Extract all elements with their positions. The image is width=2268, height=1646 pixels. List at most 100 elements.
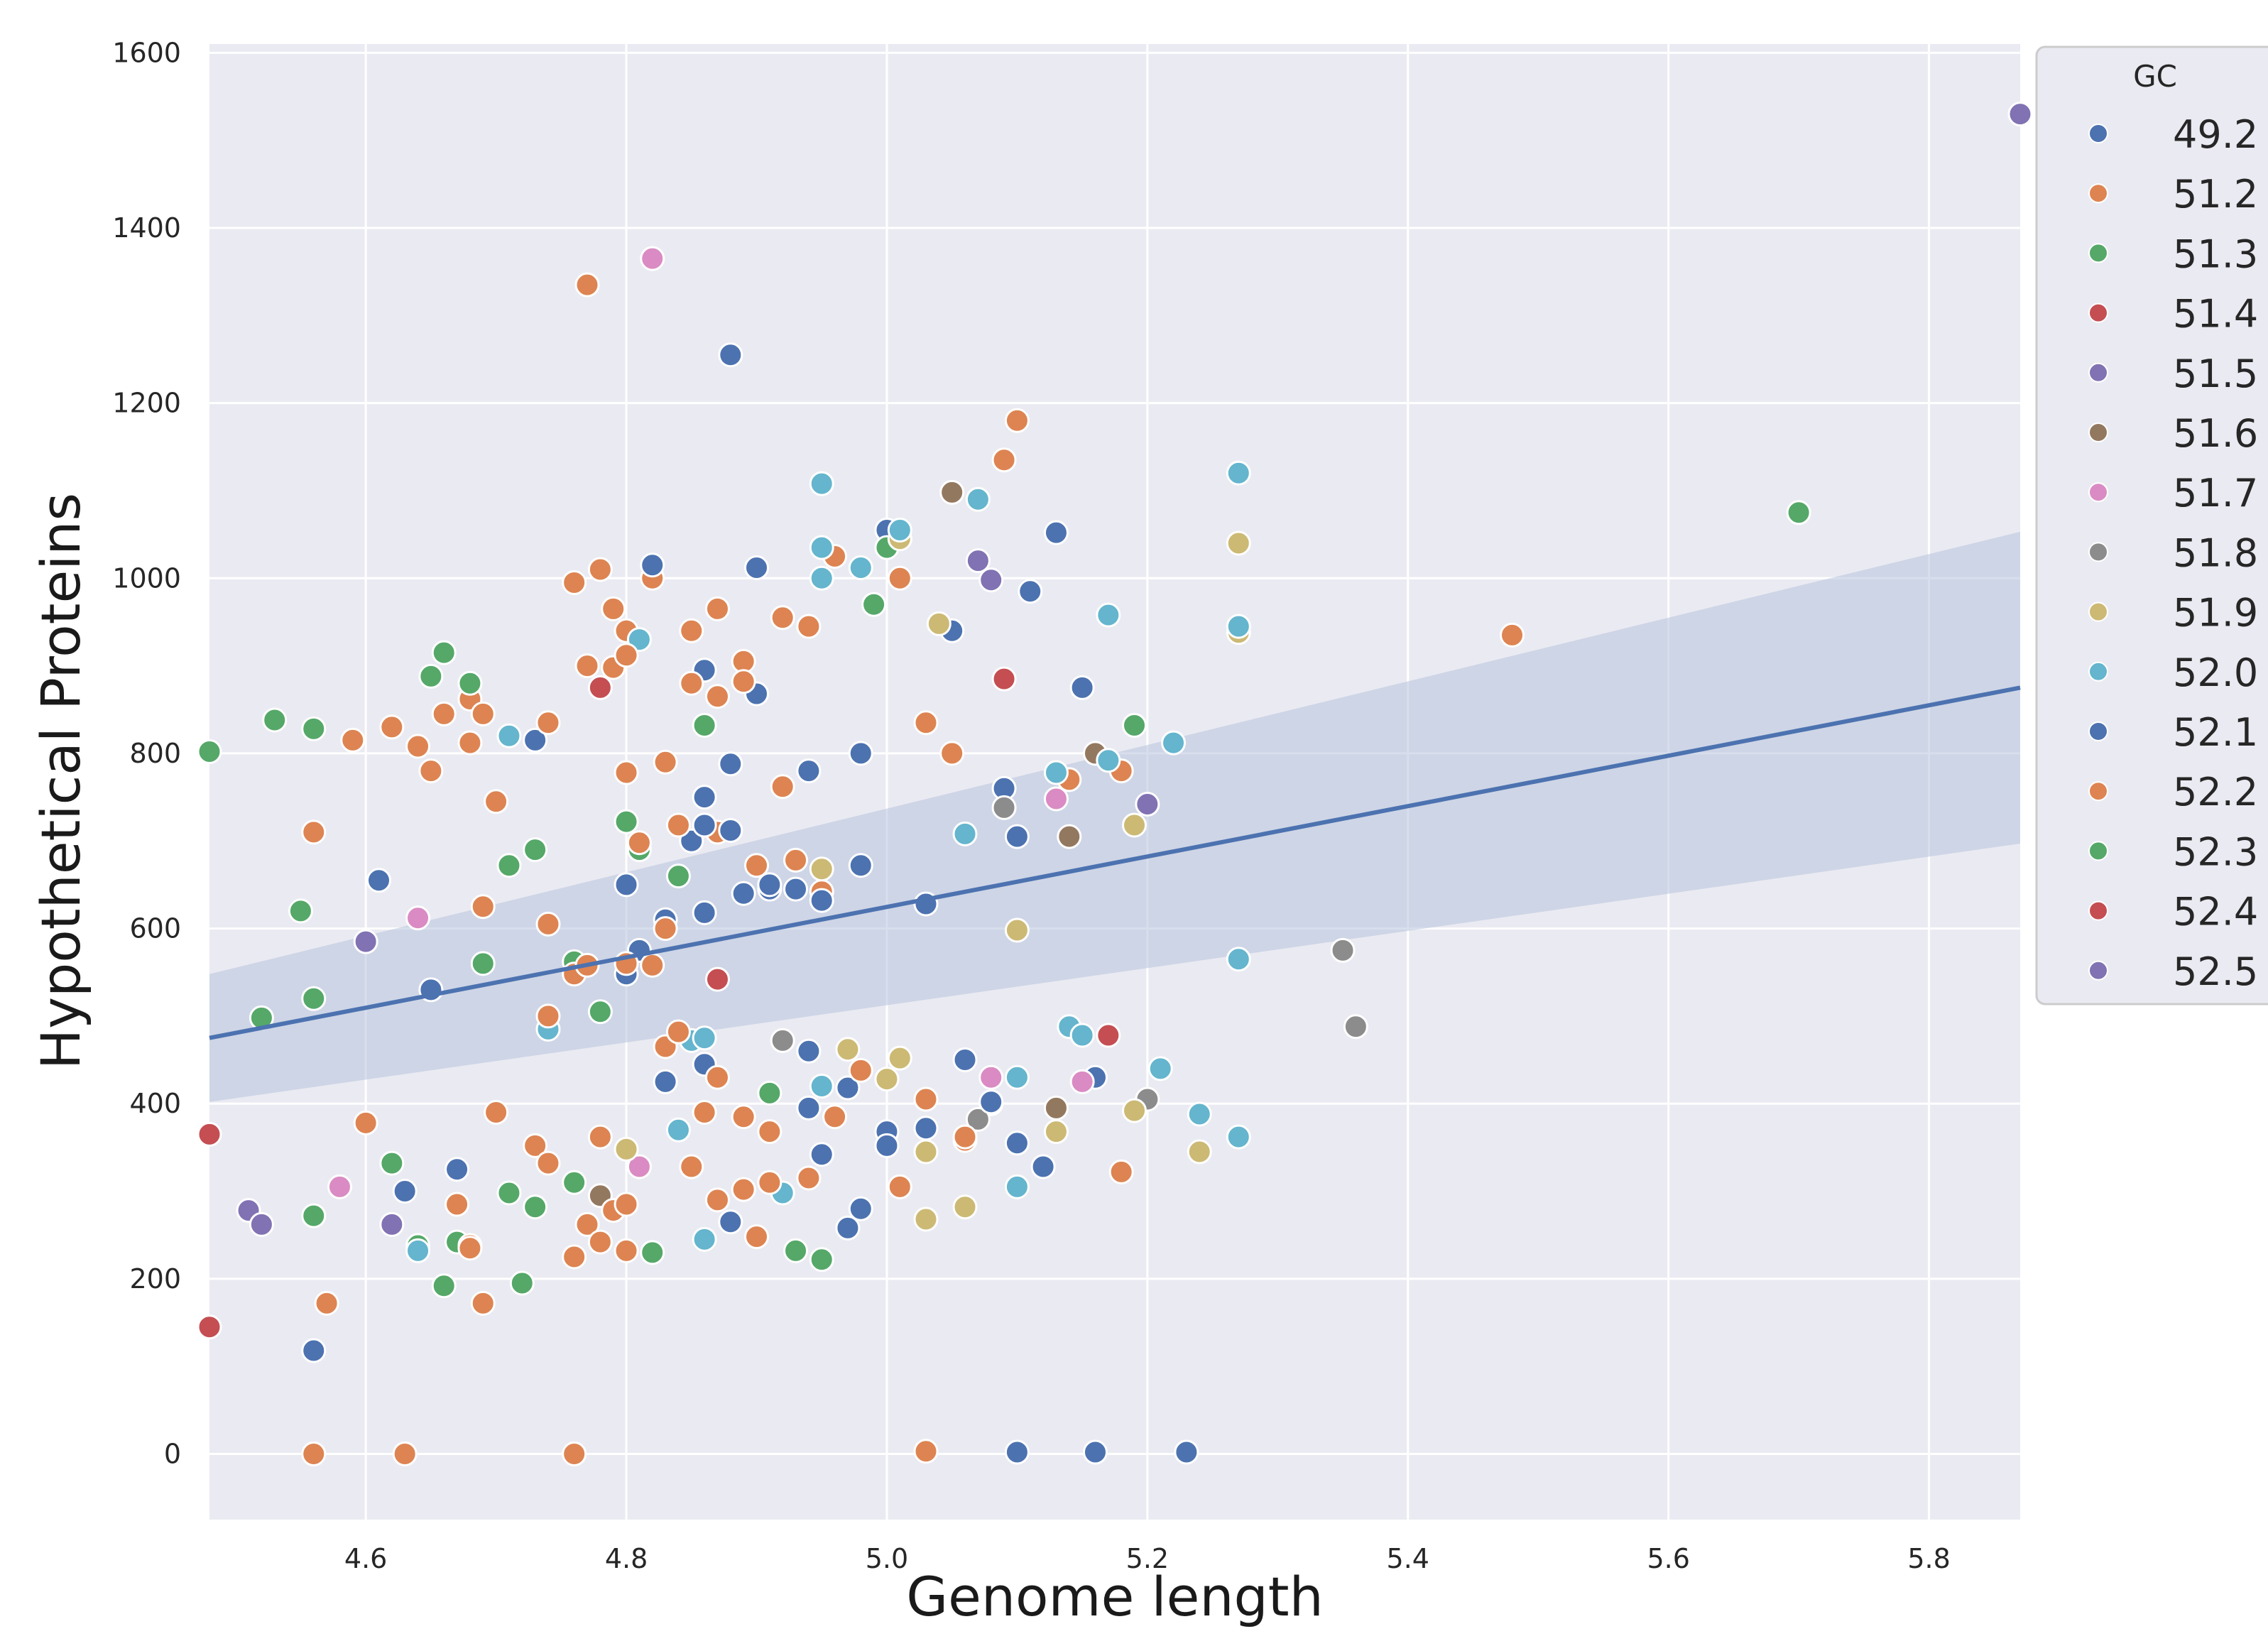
data-point xyxy=(587,675,613,700)
data-point xyxy=(965,548,991,574)
data-points xyxy=(197,102,2033,1467)
data-point xyxy=(1147,1056,1173,1081)
data-point xyxy=(587,557,613,582)
data-point xyxy=(665,863,691,889)
data-point xyxy=(1057,824,1082,849)
legend-label-52.4: 52.4 xyxy=(2173,890,2258,934)
data-point xyxy=(1108,1159,1134,1184)
data-point xyxy=(1122,812,1147,838)
data-point xyxy=(887,565,912,591)
data-point xyxy=(1043,520,1069,545)
series-51.8 xyxy=(770,795,1368,1132)
data-point xyxy=(1043,1119,1069,1145)
data-point xyxy=(353,1110,378,1135)
data-point xyxy=(770,774,795,800)
legend-label-51.8: 51.8 xyxy=(2173,530,2258,575)
data-point xyxy=(848,1057,873,1083)
data-point xyxy=(614,1136,639,1162)
regression-line xyxy=(209,685,2021,1040)
data-point xyxy=(1122,1098,1147,1123)
data-point xyxy=(783,847,809,873)
data-point xyxy=(704,596,730,621)
data-point xyxy=(496,853,522,878)
data-point xyxy=(1043,1095,1069,1121)
data-point xyxy=(704,1187,730,1213)
data-point xyxy=(1004,917,1030,943)
data-point xyxy=(665,1117,691,1143)
legend-label-52.0: 52.0 xyxy=(2173,650,2258,695)
data-point xyxy=(757,1119,783,1145)
legend-marker-51.2 xyxy=(2088,183,2108,204)
regression-line-path xyxy=(209,685,2021,1040)
data-point xyxy=(431,1273,457,1299)
data-point xyxy=(809,1142,834,1167)
legend-label-51.9: 51.9 xyxy=(2173,591,2258,636)
data-point xyxy=(887,1045,912,1071)
y-tick-label: 400 xyxy=(129,1088,181,1119)
data-point xyxy=(562,1441,587,1467)
data-point xyxy=(340,727,366,753)
legend-label-51.6: 51.6 xyxy=(2173,411,2258,456)
data-point xyxy=(783,876,809,902)
data-point xyxy=(874,1067,900,1092)
data-point xyxy=(679,618,704,643)
legend-label-51.2: 51.2 xyxy=(2173,172,2258,217)
data-point xyxy=(692,812,717,838)
data-point xyxy=(978,567,1004,593)
data-point xyxy=(1226,947,1251,972)
data-point xyxy=(1069,675,1095,700)
data-point xyxy=(379,714,405,740)
data-point xyxy=(718,342,743,368)
data-point xyxy=(692,785,717,810)
y-tick-label: 1200 xyxy=(112,388,181,419)
legend-marker-52.3 xyxy=(2088,841,2108,861)
data-point xyxy=(470,701,496,726)
data-point xyxy=(1226,530,1251,556)
data-point xyxy=(1096,748,1121,773)
data-point xyxy=(197,1314,222,1340)
data-point xyxy=(809,535,834,560)
data-point xyxy=(614,1192,639,1217)
legend-marker-52.4 xyxy=(2088,900,2108,921)
data-point xyxy=(757,872,783,898)
data-point xyxy=(744,1224,770,1250)
data-point xyxy=(523,1194,548,1220)
data-point xyxy=(535,1150,561,1176)
data-point xyxy=(848,741,873,766)
data-point xyxy=(523,727,548,753)
data-point xyxy=(562,1244,587,1270)
data-point xyxy=(301,1441,327,1467)
data-point xyxy=(626,627,652,653)
y-tick-label: 1000 xyxy=(112,562,181,594)
y-tick-label: 200 xyxy=(129,1263,181,1295)
data-point xyxy=(301,986,327,1011)
data-point xyxy=(484,789,509,814)
data-point xyxy=(770,605,795,631)
y-tick-label: 1400 xyxy=(112,212,181,244)
data-point xyxy=(614,760,639,785)
data-point xyxy=(809,856,834,882)
series-52.1 xyxy=(614,552,1004,1241)
data-point xyxy=(704,966,730,992)
data-point xyxy=(1004,1439,1030,1465)
data-point xyxy=(978,1064,1004,1090)
legend-marker-51.3 xyxy=(2088,243,2108,263)
data-point xyxy=(731,1104,756,1130)
data-point xyxy=(301,1203,327,1228)
series-51.4 xyxy=(197,666,1121,1340)
data-point xyxy=(692,1226,717,1252)
data-point xyxy=(1004,824,1030,849)
y-tick-label: 1600 xyxy=(112,37,181,68)
data-point xyxy=(574,653,600,679)
data-point xyxy=(587,1229,613,1255)
data-point xyxy=(744,853,770,878)
legend-marker-52.1 xyxy=(2088,721,2108,741)
data-point xyxy=(1030,1154,1056,1179)
data-point xyxy=(665,1019,691,1045)
data-point xyxy=(509,1270,535,1296)
legend-label-52.1: 52.1 xyxy=(2173,710,2258,755)
data-point xyxy=(913,1139,939,1165)
data-point xyxy=(470,894,496,920)
data-point xyxy=(1069,1023,1095,1048)
